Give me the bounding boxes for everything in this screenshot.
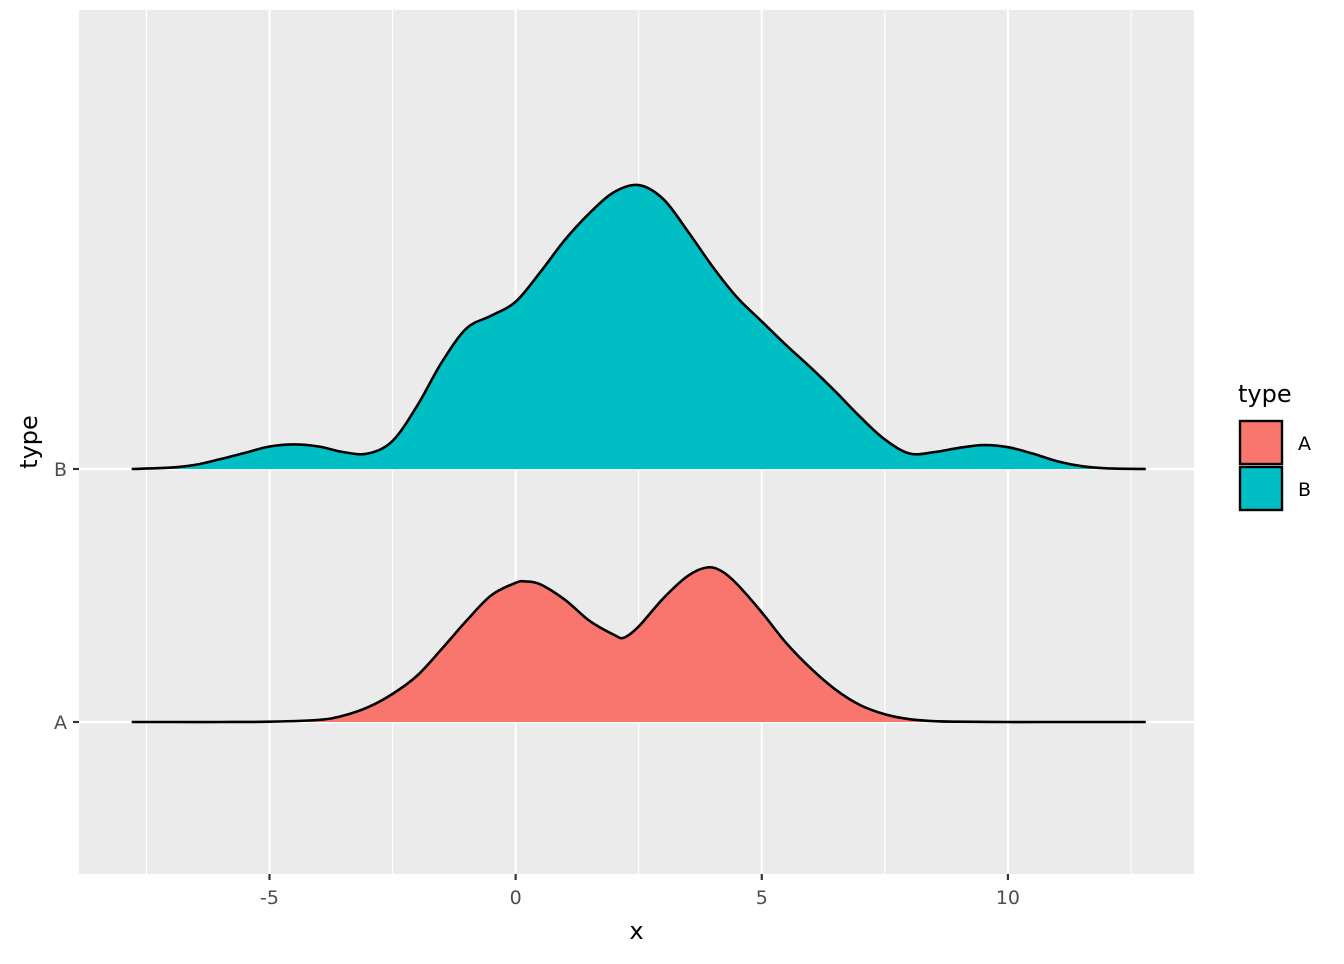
ridge-outline-b <box>131 183 1146 471</box>
ridge-fill-a <box>131 567 1146 723</box>
legend-key-a <box>1238 419 1284 466</box>
ridge-outline-a <box>131 565 1146 724</box>
y-axis: AB <box>54 459 79 734</box>
y-tick-label: B <box>54 459 67 481</box>
y-axis-title: type <box>15 415 43 469</box>
x-tick-label: 10 <box>996 887 1020 909</box>
legend-title: type <box>1238 380 1292 408</box>
x-tick-label: 0 <box>510 887 522 909</box>
legend: type A B <box>1238 380 1311 512</box>
y-tick-label: A <box>54 712 67 734</box>
x-tick-label: 5 <box>756 887 768 909</box>
x-axis-title: x <box>629 917 643 945</box>
density-ridges <box>131 183 1146 724</box>
x-axis: -5 0 5 10 <box>260 874 1020 909</box>
legend-key-b <box>1238 465 1284 512</box>
legend-label-a: A <box>1298 433 1311 455</box>
legend-label-b: B <box>1298 479 1311 501</box>
x-tick-label: -5 <box>260 887 279 909</box>
ridge-fill-b <box>131 184 1146 469</box>
